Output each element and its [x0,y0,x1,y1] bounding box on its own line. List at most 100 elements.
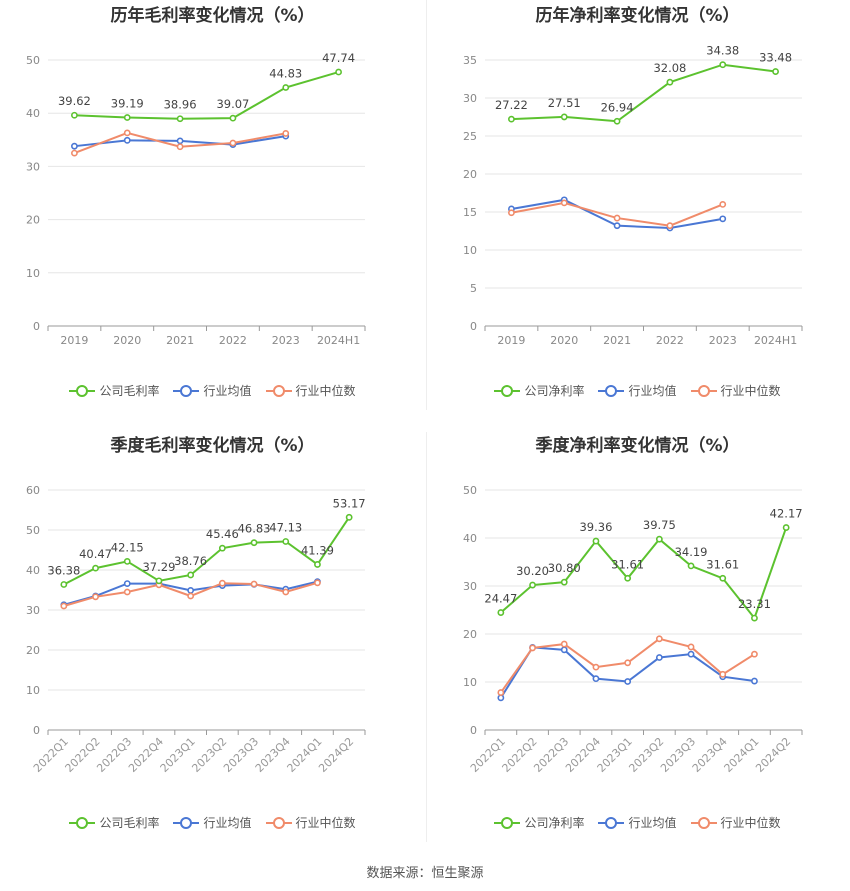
data-point-median [218,579,226,587]
data-label: 37.29 [142,560,175,574]
data-point-company [592,537,600,545]
x-tick-label: 2024Q2 [753,735,793,775]
x-tick-label: 2021 [166,334,194,347]
chart-title: 历年净利率变化情况（%） [535,6,740,26]
legend-item-company[interactable]: 公司毛利率 [69,382,159,399]
x-tick-label: 2020 [113,334,141,347]
x-tick-label: 2021 [603,334,631,347]
data-point-company [719,574,727,582]
y-tick-label: 50 [463,484,477,497]
data-point-median [60,602,68,610]
annual-net-margin-chart: 历年净利率变化情况（%） 0 5 10 15 20 25 30 35 2019 2020 2021 2… [425,0,850,430]
chart-plot: 0 5 10 15 20 25 30 35 2019 2020 2021 2022 2023 2024H1… [463,44,803,347]
data-label: 23.31 [738,597,771,611]
data-point-avg [687,650,695,658]
x-tick-label: 2024Q2 [316,735,356,775]
data-label: 42.17 [770,507,803,521]
x-tick-label: 2023 [709,334,737,347]
data-point-company [176,115,184,123]
legend-label: 行业中位数 [720,816,781,830]
series-line-avg [500,646,755,699]
legend-item-company[interactable]: 公司净利率 [494,382,584,399]
chart-legend: 公司净利率 行业均值 行业中位数 [425,382,850,399]
data-point-company [218,544,226,552]
y-tick-label: 20 [463,168,477,181]
legend-marker-icon [598,384,625,397]
y-tick-label: 30 [26,160,40,173]
legend-marker-icon [598,816,625,829]
x-tick-label: 2023 [272,334,300,347]
legend-label: 行业均值 [203,384,252,398]
data-point-company [250,539,258,547]
chart-legend: 公司毛利率 行业均值 行业中位数 [0,814,425,831]
data-point-median [613,214,621,222]
data-label: 26.94 [601,100,634,114]
data-label: 53.17 [333,496,366,510]
data-point-median [282,130,290,137]
legend-label: 公司净利率 [524,384,585,398]
data-point-company [666,78,674,86]
data-point-avg [176,137,184,145]
legend-marker-icon [173,384,200,397]
y-tick-label: 50 [26,524,40,537]
y-tick-label: 10 [26,267,40,280]
legend-item-avg[interactable]: 行业均值 [598,382,677,399]
data-label: 36.38 [47,563,80,577]
legend-item-avg[interactable]: 行业均值 [173,382,252,399]
data-point-company [92,564,99,572]
data-label: 44.83 [269,67,302,81]
data-label: 46.83 [238,522,271,536]
annual-gross-margin-chart: 历年毛利率变化情况（%） 0 10 20 30 40 50 2019 2020 2021 2022… [0,0,425,430]
data-point-median [176,143,184,151]
data-point-company [560,578,568,586]
data-label: 34.19 [675,545,708,559]
data-point-median [123,129,131,137]
legend-label: 行业均值 [203,816,252,830]
data-point-median [508,209,515,217]
legend-item-median[interactable]: 行业中位数 [690,814,781,831]
data-point-avg [613,222,621,230]
legend-item-median[interactable]: 行业中位数 [265,814,356,831]
legend-label: 公司毛利率 [99,384,160,398]
legend-item-median[interactable]: 行业中位数 [265,382,356,399]
y-tick-label: 40 [26,107,40,120]
source-note: 数据来源：恒生聚源 [366,866,484,881]
chart-legend: 公司净利率 行业均值 行业中位数 [425,814,850,831]
legend-marker-icon [69,816,96,829]
data-point-avg [655,654,663,661]
data-point-company [655,535,663,543]
y-tick-label: 40 [463,532,477,545]
x-tick-label: 2022 [656,334,684,347]
legend-item-company[interactable]: 公司毛利率 [69,814,159,831]
y-tick-label: 25 [463,130,477,143]
x-tick-label: 2022 [219,334,247,347]
series-line-company [511,63,776,123]
legend-marker-icon [69,384,96,397]
y-tick-label: 20 [463,628,477,641]
data-label: 39.36 [579,520,612,534]
data-point-company [123,114,131,121]
y-tick-label: 10 [463,244,477,257]
data-point-company [560,113,568,121]
legend-item-avg[interactable]: 行业均值 [598,814,677,831]
y-tick-label: 30 [463,92,477,105]
data-point-company [687,562,695,570]
legend-item-median[interactable]: 行业中位数 [690,382,781,399]
data-label: 39.62 [58,94,91,108]
data-label: 41.39 [301,543,334,557]
series-line-company [500,527,788,621]
data-point-median [560,199,568,207]
data-point-median [123,588,131,596]
data-label: 39.75 [643,518,676,532]
legend-item-avg[interactable]: 行业均值 [173,814,252,831]
y-tick-label: 30 [463,580,477,593]
x-tick-label: 2020 [550,334,578,347]
data-point-company [624,574,632,582]
legend-item-company[interactable]: 公司净利率 [494,814,584,831]
data-label: 38.96 [164,98,197,112]
data-label: 30.80 [548,561,581,575]
data-point-avg [719,215,727,223]
y-tick-label: 20 [26,214,40,227]
x-tick-label: 2019 [60,334,88,347]
legend-label: 行业均值 [628,384,677,398]
